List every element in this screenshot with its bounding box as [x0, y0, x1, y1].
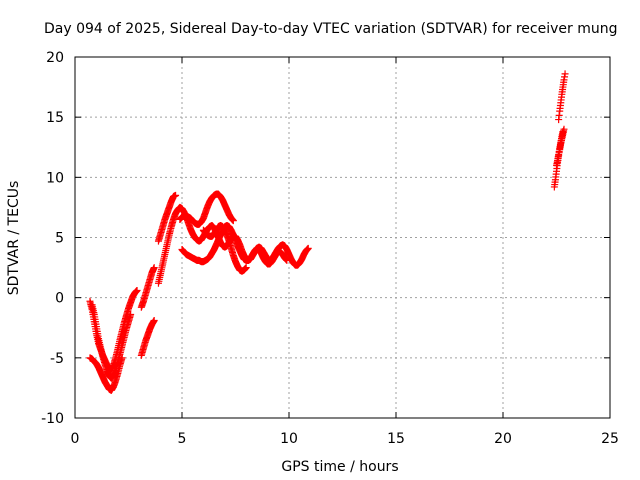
data-series — [86, 354, 126, 394]
data-point — [229, 217, 237, 225]
x-tick-label: 15 — [387, 431, 405, 447]
data-point — [283, 256, 291, 264]
axis-ticks: 0 5 10 15 20 25 -10 -5 0 5 10 15 20 — [41, 50, 619, 447]
x-tick-label: 10 — [280, 431, 298, 447]
data-series — [176, 190, 237, 228]
data-series — [553, 128, 567, 169]
data-point — [150, 317, 158, 325]
x-tick-label: 5 — [178, 431, 187, 447]
data-point — [150, 264, 158, 272]
data-point — [304, 244, 312, 252]
x-tick-label: 0 — [71, 431, 80, 447]
data-series — [137, 317, 158, 359]
data-point — [242, 264, 250, 272]
y-axis-title: SDTVAR / TECUs — [6, 181, 22, 296]
data-point — [118, 354, 126, 362]
y-tick-label: -5 — [50, 351, 64, 367]
x-tick-label: 25 — [601, 431, 619, 447]
data-marks — [86, 70, 569, 394]
data-series — [137, 264, 158, 311]
y-tick-label: 0 — [55, 291, 64, 307]
y-tick-label: 5 — [55, 231, 64, 247]
y-tick-label: -10 — [41, 411, 64, 427]
data-series — [199, 221, 250, 275]
chart-title: Day 094 of 2025, Sidereal Day-to-day VTE… — [44, 21, 618, 37]
data-point — [133, 286, 141, 294]
data-series — [154, 191, 180, 245]
data-point — [127, 311, 135, 319]
data-point — [172, 191, 180, 199]
x-axis-title: GPS time / hours — [281, 459, 398, 475]
data-series — [555, 70, 569, 124]
data-series — [178, 221, 291, 268]
grid — [75, 57, 610, 418]
x-tick-label: 20 — [494, 431, 512, 447]
y-tick-label: 10 — [46, 170, 64, 186]
y-tick-label: 20 — [46, 50, 64, 66]
data-point — [559, 128, 567, 136]
y-tick-label: 15 — [46, 110, 64, 126]
data-point — [561, 70, 569, 78]
